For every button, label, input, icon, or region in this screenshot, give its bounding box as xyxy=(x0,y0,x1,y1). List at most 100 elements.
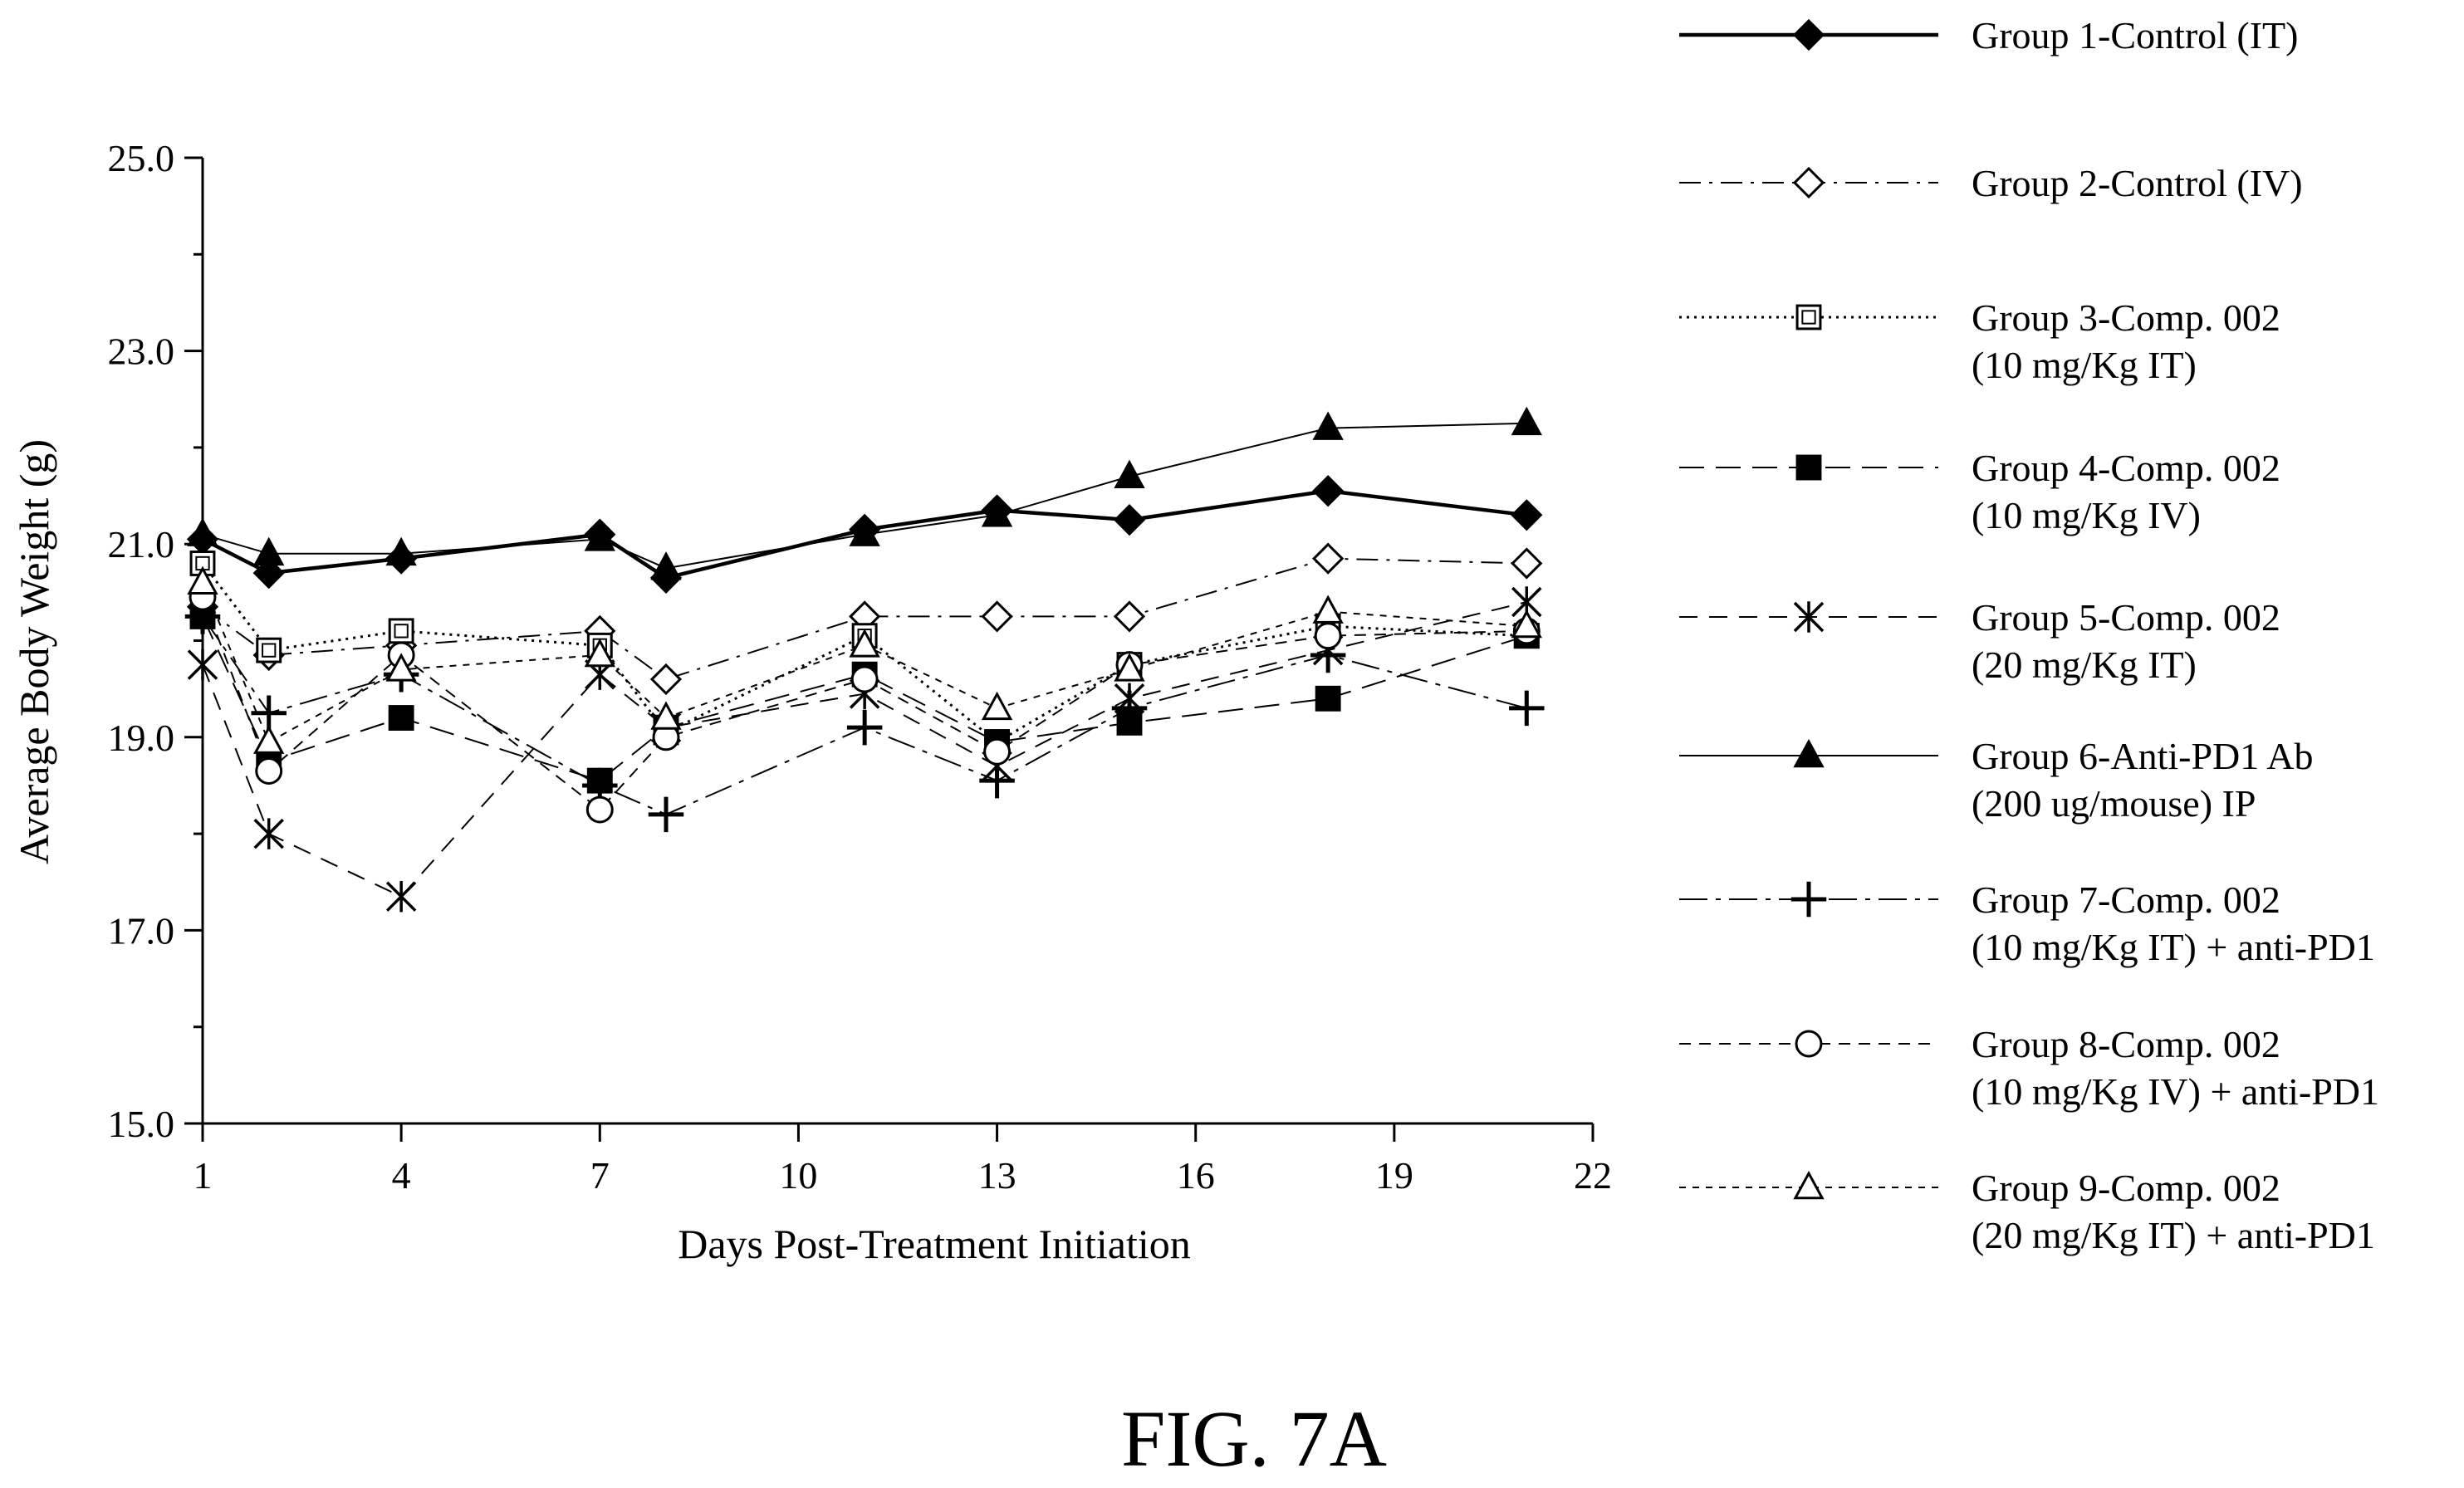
legend-item-8: Group 8-Comp. 002 (10 mg/Kg IV) + anti-PD… xyxy=(1679,1023,2379,1113)
legend: Group 1-Control (IT) Group 2-Control (IV)… xyxy=(1679,14,2379,1256)
data-point-group6-9 xyxy=(1511,406,1542,436)
data-point-group9-5 xyxy=(849,629,880,658)
y-tick-label-5: 25.0 xyxy=(108,137,175,179)
series-line-6 xyxy=(202,422,1527,570)
y-axis-title: Average Body Weight (g) xyxy=(11,439,57,864)
data-point-group1-9 xyxy=(1511,499,1543,531)
series-line-4 xyxy=(202,615,1527,782)
legend-label-4-1: (10 mg/Kg IV) xyxy=(1972,494,2201,536)
legend-item-6: Group 6-Anti-PD1 Ab (200 ug/mouse) IP xyxy=(1679,735,2313,825)
legend-label-1-0: Group 1-Control (IT) xyxy=(1972,14,2298,56)
data-point-group6-7 xyxy=(1114,459,1145,489)
x-tick-label-4: 13 xyxy=(978,1154,1016,1197)
data-point-group5-2 xyxy=(385,880,417,913)
legend-item-7: Group 7-Comp. 002 (10 mg/Kg IT) + anti-PD… xyxy=(1679,879,2375,968)
data-point-group5-0 xyxy=(187,649,218,681)
legend-label-6-0: Group 6-Anti-PD1 Ab xyxy=(1972,735,2313,777)
figure-label: FIG. 7A xyxy=(1121,1394,1387,1483)
data-point-group7-9 xyxy=(1509,690,1545,727)
series-markers xyxy=(184,406,1545,913)
x-tick-label-3: 10 xyxy=(779,1154,817,1197)
legend-marker-8 xyxy=(1795,1030,1823,1058)
data-point-group9-1 xyxy=(253,725,285,754)
data-point-group1-7 xyxy=(1113,504,1146,536)
legend-marker-1 xyxy=(1792,18,1825,51)
x-tick-label-5: 16 xyxy=(1177,1154,1215,1197)
y-tick-label-2: 19.0 xyxy=(108,717,175,759)
data-point-group7-4 xyxy=(648,796,684,833)
data-point-group8-6 xyxy=(983,737,1012,766)
data-point-group8-1 xyxy=(255,757,283,785)
data-point-group4-8 xyxy=(1315,685,1341,712)
data-point-group7-7 xyxy=(1111,690,1148,727)
data-point-group9-3 xyxy=(584,638,615,668)
data-point-group2-7 xyxy=(1113,600,1146,633)
data-point-group6-4 xyxy=(650,551,682,580)
data-point-group7-5 xyxy=(846,709,883,746)
data-point-group2-6 xyxy=(981,600,1013,633)
data-point-group9-6 xyxy=(981,691,1013,721)
data-point-group7-1 xyxy=(251,695,287,731)
legend-label-8-0: Group 8-Comp. 002 xyxy=(1972,1023,2280,1065)
axes: 15.0 17.0 19.0 21.0 23.0 25.0 1 4 7 10 13 16 19 22 xyxy=(108,137,1613,1197)
series-line-9 xyxy=(202,582,1527,744)
data-point-group9-7 xyxy=(1114,653,1145,682)
data-point-group2-9 xyxy=(1511,547,1543,580)
legend-item-5: Group 5-Comp. 002 (20 mg/Kg IT) xyxy=(1679,596,2280,686)
legend-label-6-1: (200 ug/mouse) IP xyxy=(1972,782,2256,825)
data-point-group5-1 xyxy=(253,818,284,849)
legend-label-2-0: Group 2-Control (IV) xyxy=(1972,162,2303,204)
legend-item-3: Group 3-Comp. 002 (10 mg/Kg IT) xyxy=(1679,296,2280,386)
legend-label-3-1: (10 mg/Kg IT) xyxy=(1972,344,2197,386)
x-tick-label-6: 19 xyxy=(1375,1154,1413,1197)
legend-marker-9 xyxy=(1793,1170,1825,1200)
legend-marker-2 xyxy=(1792,166,1825,199)
series-line-3 xyxy=(201,562,1527,744)
x-tick-label-0: 1 xyxy=(193,1154,213,1197)
legend-label-3-0: Group 3-Comp. 002 xyxy=(1972,296,2280,339)
data-point-group6-8 xyxy=(1312,411,1344,440)
plot-area: 15.0 17.0 19.0 21.0 23.0 25.0 1 4 7 10 13 16 19 22 xyxy=(108,137,1613,1197)
legend-marker-3 xyxy=(1795,304,1822,330)
data-point-group6-1 xyxy=(253,536,285,566)
series-line-7 xyxy=(202,615,1527,815)
x-tick-label-1: 4 xyxy=(392,1154,411,1197)
legend-label-9-1: (20 mg/Kg IT) + anti-PD1 xyxy=(1972,1214,2375,1256)
x-tick-label-7: 22 xyxy=(1574,1154,1612,1197)
data-point-group2-8 xyxy=(1312,542,1345,575)
data-point-group6-3 xyxy=(584,522,615,551)
data-point-group9-9 xyxy=(1511,609,1542,639)
y-tick-label-1: 17.0 xyxy=(108,909,175,952)
data-point-group9-0 xyxy=(187,565,218,595)
data-point-group7-6 xyxy=(979,762,1015,799)
legend-label-5-0: Group 5-Comp. 002 xyxy=(1972,596,2280,639)
data-point-group6-0 xyxy=(187,517,218,546)
legend-item-9: Group 9-Comp. 002 (20 mg/Kg IT) + anti-PD… xyxy=(1679,1167,2375,1256)
legend-item-1: Group 1-Control (IT) xyxy=(1679,14,2298,56)
series-line-2 xyxy=(202,557,1527,681)
data-point-group9-2 xyxy=(385,653,417,682)
legend-label-5-1: (20 mg/Kg IT) xyxy=(1972,644,2197,686)
data-point-group4-2 xyxy=(388,705,414,731)
legend-label-9-0: Group 9-Comp. 002 xyxy=(1972,1167,2280,1209)
data-point-group8-5 xyxy=(850,665,879,693)
data-point-group3-2 xyxy=(388,618,414,644)
data-point-group9-8 xyxy=(1312,595,1344,624)
data-point-group8-8 xyxy=(1314,622,1342,650)
data-point-group9-4 xyxy=(650,701,682,730)
data-point-group1-1 xyxy=(252,556,285,590)
data-point-group1-8 xyxy=(1312,475,1345,507)
series-line-5 xyxy=(202,601,1527,898)
legend-item-4: Group 4-Comp. 002 (10 mg/Kg IV) xyxy=(1679,447,2280,536)
legend-label-8-1: (10 mg/Kg IV) + anti-PD1 xyxy=(1972,1070,2379,1113)
legend-marker-7 xyxy=(1790,881,1827,918)
series-line-1 xyxy=(201,488,1527,580)
legend-marker-4 xyxy=(1795,454,1822,481)
legend-item-2: Group 2-Control (IV) xyxy=(1679,162,2303,204)
legend-label-7-1: (10 mg/Kg IT) + anti-PD1 xyxy=(1972,926,2375,968)
series-lines xyxy=(201,422,1527,898)
legend-marker-5 xyxy=(1793,601,1825,633)
y-tick-label-0: 15.0 xyxy=(108,1103,175,1145)
y-tick-label-3: 21.0 xyxy=(108,523,175,565)
